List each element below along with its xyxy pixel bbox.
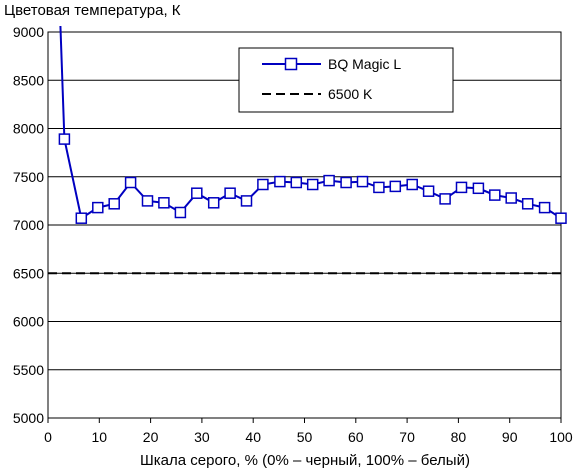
series-bq-magic-l-point — [75, 212, 88, 224]
series-bq-magic-l-point — [489, 189, 501, 201]
series-bq-magic-l-point — [141, 195, 154, 207]
series-bq-magic-l-point — [422, 185, 435, 197]
series-bq-magic-l-point — [389, 180, 402, 193]
series-bq-magic-l-point — [174, 206, 187, 219]
x-tick-label-70: 70 — [399, 429, 415, 445]
x-tick-label-20: 20 — [143, 429, 159, 445]
y-tick-label-6000: 6000 — [13, 314, 44, 330]
legend: BQ Magic L 6500 K — [238, 47, 454, 113]
series-bq-magic-l-point — [306, 178, 319, 191]
y-tick-label-8000: 8000 — [13, 121, 44, 137]
series-bq-magic-l-point — [356, 175, 369, 188]
series-bq-magic-l-point — [92, 201, 104, 214]
x-tick-label-100: 100 — [549, 429, 573, 445]
series-bq-magic-l-point — [555, 212, 567, 224]
series-bq-magic-l-point — [439, 193, 451, 205]
x-tick-label-60: 60 — [348, 429, 364, 445]
series-bq-magic-l-point — [521, 198, 534, 210]
y-tick-label-7500: 7500 — [13, 169, 44, 185]
series-bq-magic-l-point — [257, 178, 269, 191]
series-bq-magic-l-point — [373, 181, 385, 194]
series-bq-magic-l-point — [224, 187, 236, 199]
y-tick-label-9000: 9000 — [13, 24, 44, 40]
series-layer — [48, 26, 567, 275]
series-bq-magic-l-point — [505, 192, 517, 204]
x-tick-label-40: 40 — [245, 429, 261, 445]
chart-title: Цветовая температура, К — [4, 2, 181, 19]
legend-marker-bq — [284, 57, 298, 71]
y-tick-label-7000: 7000 — [13, 217, 44, 233]
series-bq-magic-l-point — [290, 176, 303, 189]
x-tick-label-90: 90 — [502, 429, 518, 445]
x-axis-ticks: 0 10 20 30 40 50 60 70 80 90 100 — [44, 418, 573, 445]
series-bq-magic-l-point — [472, 182, 485, 195]
series-bq-magic-l-point — [406, 178, 418, 191]
series-bq-magic-l-point — [58, 133, 71, 145]
series-bq-magic-l-point — [274, 175, 286, 188]
series-bq-magic-l-point — [538, 201, 551, 214]
x-tick-label-0: 0 — [44, 429, 52, 445]
series-bq-magic-l-point — [240, 195, 253, 207]
series-bq-magic-l-point — [207, 197, 220, 209]
x-tick-label-10: 10 — [92, 429, 108, 445]
series-bq-magic-l-point — [455, 181, 468, 194]
legend-label-6500: 6500 K — [328, 86, 373, 102]
series-bq-magic-l-point — [323, 174, 335, 187]
series-bq-magic-l-point — [158, 197, 170, 209]
series-bq-magic-l-point — [124, 176, 137, 189]
legend-label-bq: BQ Magic L — [328, 56, 401, 72]
y-axis-ticks: 5000 5500 6000 6500 7000 7500 8000 8500 9000 — [13, 24, 44, 426]
x-tick-label-50: 50 — [297, 429, 313, 445]
y-tick-label-5500: 5500 — [13, 362, 44, 378]
grid-lines — [48, 79, 561, 371]
plot-frame — [47, 31, 562, 419]
y-tick-label-6500: 6500 — [13, 265, 44, 281]
series-bq-magic-l-point — [191, 187, 203, 199]
x-tick-label-30: 30 — [194, 429, 210, 445]
y-tick-label-5000: 5000 — [13, 410, 44, 426]
x-tick-label-80: 80 — [451, 429, 467, 445]
x-axis-title: Шкала серого, % (0% – черный, 100% – бел… — [140, 452, 470, 469]
y-tick-label-8500: 8500 — [13, 72, 44, 88]
legend-box — [238, 47, 454, 113]
series-bq-magic-l-point — [340, 176, 352, 189]
series-bq-magic-l-point — [108, 198, 120, 210]
